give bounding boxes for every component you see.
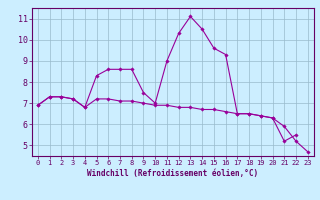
X-axis label: Windchill (Refroidissement éolien,°C): Windchill (Refroidissement éolien,°C) <box>87 169 258 178</box>
